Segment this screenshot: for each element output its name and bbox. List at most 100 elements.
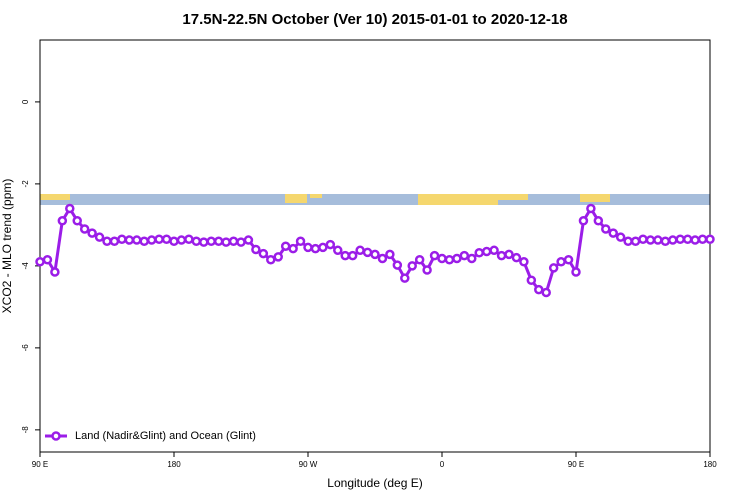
point xyxy=(400,273,410,283)
point xyxy=(191,236,202,247)
x-tick-label: 180 xyxy=(167,460,181,469)
point xyxy=(504,249,514,260)
y-tick-label: -4 xyxy=(21,262,30,270)
legend-marker xyxy=(51,431,61,441)
point xyxy=(221,237,231,247)
x-axis-label: Longitude (deg E) xyxy=(327,476,422,490)
point xyxy=(385,249,395,260)
point xyxy=(377,253,388,264)
point xyxy=(132,235,142,245)
point xyxy=(42,254,53,265)
point xyxy=(251,244,261,255)
point xyxy=(117,234,127,244)
point xyxy=(511,252,522,263)
point xyxy=(154,234,164,244)
point xyxy=(50,267,60,277)
point xyxy=(258,248,269,259)
point xyxy=(548,263,559,273)
point xyxy=(79,224,90,234)
point xyxy=(496,250,507,261)
point xyxy=(452,253,462,264)
point xyxy=(705,234,715,244)
point xyxy=(124,235,135,245)
point xyxy=(199,237,209,247)
point xyxy=(697,234,708,244)
y-tick-label: -6 xyxy=(21,344,30,352)
point xyxy=(87,228,97,238)
point xyxy=(638,234,648,244)
point xyxy=(273,252,283,262)
point xyxy=(519,257,529,267)
point xyxy=(94,232,105,242)
point xyxy=(362,247,373,258)
point xyxy=(288,243,298,254)
x-tick-label: 90 E xyxy=(568,460,584,469)
point xyxy=(347,250,358,261)
point xyxy=(35,257,45,267)
point xyxy=(541,287,551,298)
legend-label: Land (Nadir&Glint) and Ocean (Glint) xyxy=(75,430,256,442)
point xyxy=(578,216,589,226)
point xyxy=(340,250,350,261)
point xyxy=(176,235,187,245)
point xyxy=(333,245,343,256)
point xyxy=(266,254,276,265)
point xyxy=(534,284,544,295)
point xyxy=(139,236,149,247)
point xyxy=(593,216,604,226)
point xyxy=(57,216,68,226)
point xyxy=(228,236,239,247)
point xyxy=(601,224,611,234)
point xyxy=(668,235,678,245)
point xyxy=(213,236,224,247)
y-axis-label: XCO2 - MLO trend (ppm) xyxy=(0,179,14,314)
point xyxy=(429,250,440,261)
point xyxy=(444,254,455,265)
point xyxy=(65,203,75,214)
point xyxy=(586,203,596,214)
point xyxy=(690,235,700,245)
point xyxy=(563,254,574,265)
point xyxy=(355,245,365,256)
point xyxy=(370,249,380,260)
x-tick-label: 90 W xyxy=(299,460,318,469)
point xyxy=(526,275,537,285)
point xyxy=(206,236,216,247)
point xyxy=(556,257,566,267)
point xyxy=(608,228,618,238)
point xyxy=(422,265,432,275)
point xyxy=(645,235,656,245)
plot-frame xyxy=(39,39,711,453)
point xyxy=(407,261,417,271)
point xyxy=(303,242,313,253)
point xyxy=(467,253,477,264)
point xyxy=(437,253,447,264)
point xyxy=(102,236,112,247)
point xyxy=(682,234,693,244)
point xyxy=(295,236,306,247)
x-tick-label: 90 E xyxy=(32,460,48,469)
y-tick-label: -2 xyxy=(21,180,30,188)
point xyxy=(169,236,179,247)
point xyxy=(414,254,425,265)
point xyxy=(161,234,172,244)
point xyxy=(571,267,581,277)
map-strip xyxy=(40,194,710,205)
y-tick-label: 0 xyxy=(21,99,30,104)
point xyxy=(318,242,328,253)
x-tick-label: 0 xyxy=(440,460,445,469)
y-tick-label: -8 xyxy=(21,426,30,434)
x-tick-label: 180 xyxy=(703,460,717,469)
point xyxy=(489,245,499,256)
point xyxy=(236,237,246,247)
point xyxy=(325,239,336,250)
point xyxy=(109,236,120,247)
point xyxy=(280,241,291,251)
point xyxy=(630,236,641,247)
point xyxy=(243,235,254,245)
chart-title: 17.5N-22.5N October (Ver 10) 2015-01-01 … xyxy=(182,11,567,28)
point xyxy=(146,235,157,245)
point xyxy=(474,248,484,258)
point xyxy=(310,243,321,254)
